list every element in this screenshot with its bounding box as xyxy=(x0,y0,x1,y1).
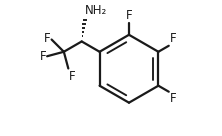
Text: F: F xyxy=(44,32,51,45)
Text: F: F xyxy=(126,9,132,22)
Text: F: F xyxy=(169,32,176,45)
Text: F: F xyxy=(40,50,46,63)
Text: F: F xyxy=(169,92,176,105)
Text: F: F xyxy=(69,69,76,83)
Text: NH₂: NH₂ xyxy=(85,4,107,17)
